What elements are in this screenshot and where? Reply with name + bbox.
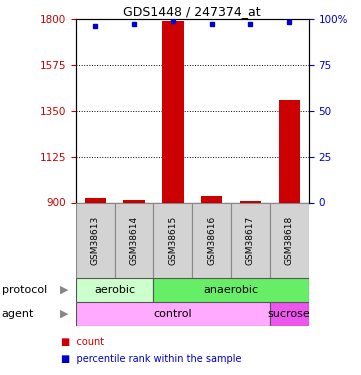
Text: GSM38613: GSM38613 — [91, 215, 100, 265]
Bar — [240, 201, 261, 202]
Text: GSM38615: GSM38615 — [168, 215, 177, 265]
Text: protocol: protocol — [2, 285, 47, 295]
Bar — [123, 201, 145, 202]
Text: ■  count: ■ count — [61, 338, 104, 348]
FancyBboxPatch shape — [153, 278, 309, 302]
Text: agent: agent — [2, 309, 34, 319]
FancyBboxPatch shape — [76, 302, 270, 326]
Text: GSM38614: GSM38614 — [130, 215, 139, 265]
Text: ■  percentile rank within the sample: ■ percentile rank within the sample — [61, 354, 242, 364]
Bar — [84, 198, 106, 202]
Text: GSM38618: GSM38618 — [285, 215, 294, 265]
Bar — [162, 21, 183, 203]
FancyBboxPatch shape — [270, 202, 309, 278]
Text: anaerobic: anaerobic — [204, 285, 258, 295]
FancyBboxPatch shape — [231, 202, 270, 278]
Text: aerobic: aerobic — [94, 285, 135, 295]
FancyBboxPatch shape — [192, 202, 231, 278]
FancyBboxPatch shape — [76, 202, 115, 278]
FancyBboxPatch shape — [270, 302, 309, 326]
Text: GSM38617: GSM38617 — [246, 215, 255, 265]
Text: ▶: ▶ — [60, 309, 69, 319]
FancyBboxPatch shape — [115, 202, 153, 278]
FancyBboxPatch shape — [76, 278, 153, 302]
Text: ▶: ▶ — [60, 285, 69, 295]
Text: sucrose: sucrose — [268, 309, 310, 319]
Title: GDS1448 / 247374_at: GDS1448 / 247374_at — [123, 4, 261, 18]
Bar — [201, 196, 222, 202]
FancyBboxPatch shape — [153, 202, 192, 278]
Bar — [279, 100, 300, 202]
Text: GSM38616: GSM38616 — [207, 215, 216, 265]
Text: control: control — [153, 309, 192, 319]
